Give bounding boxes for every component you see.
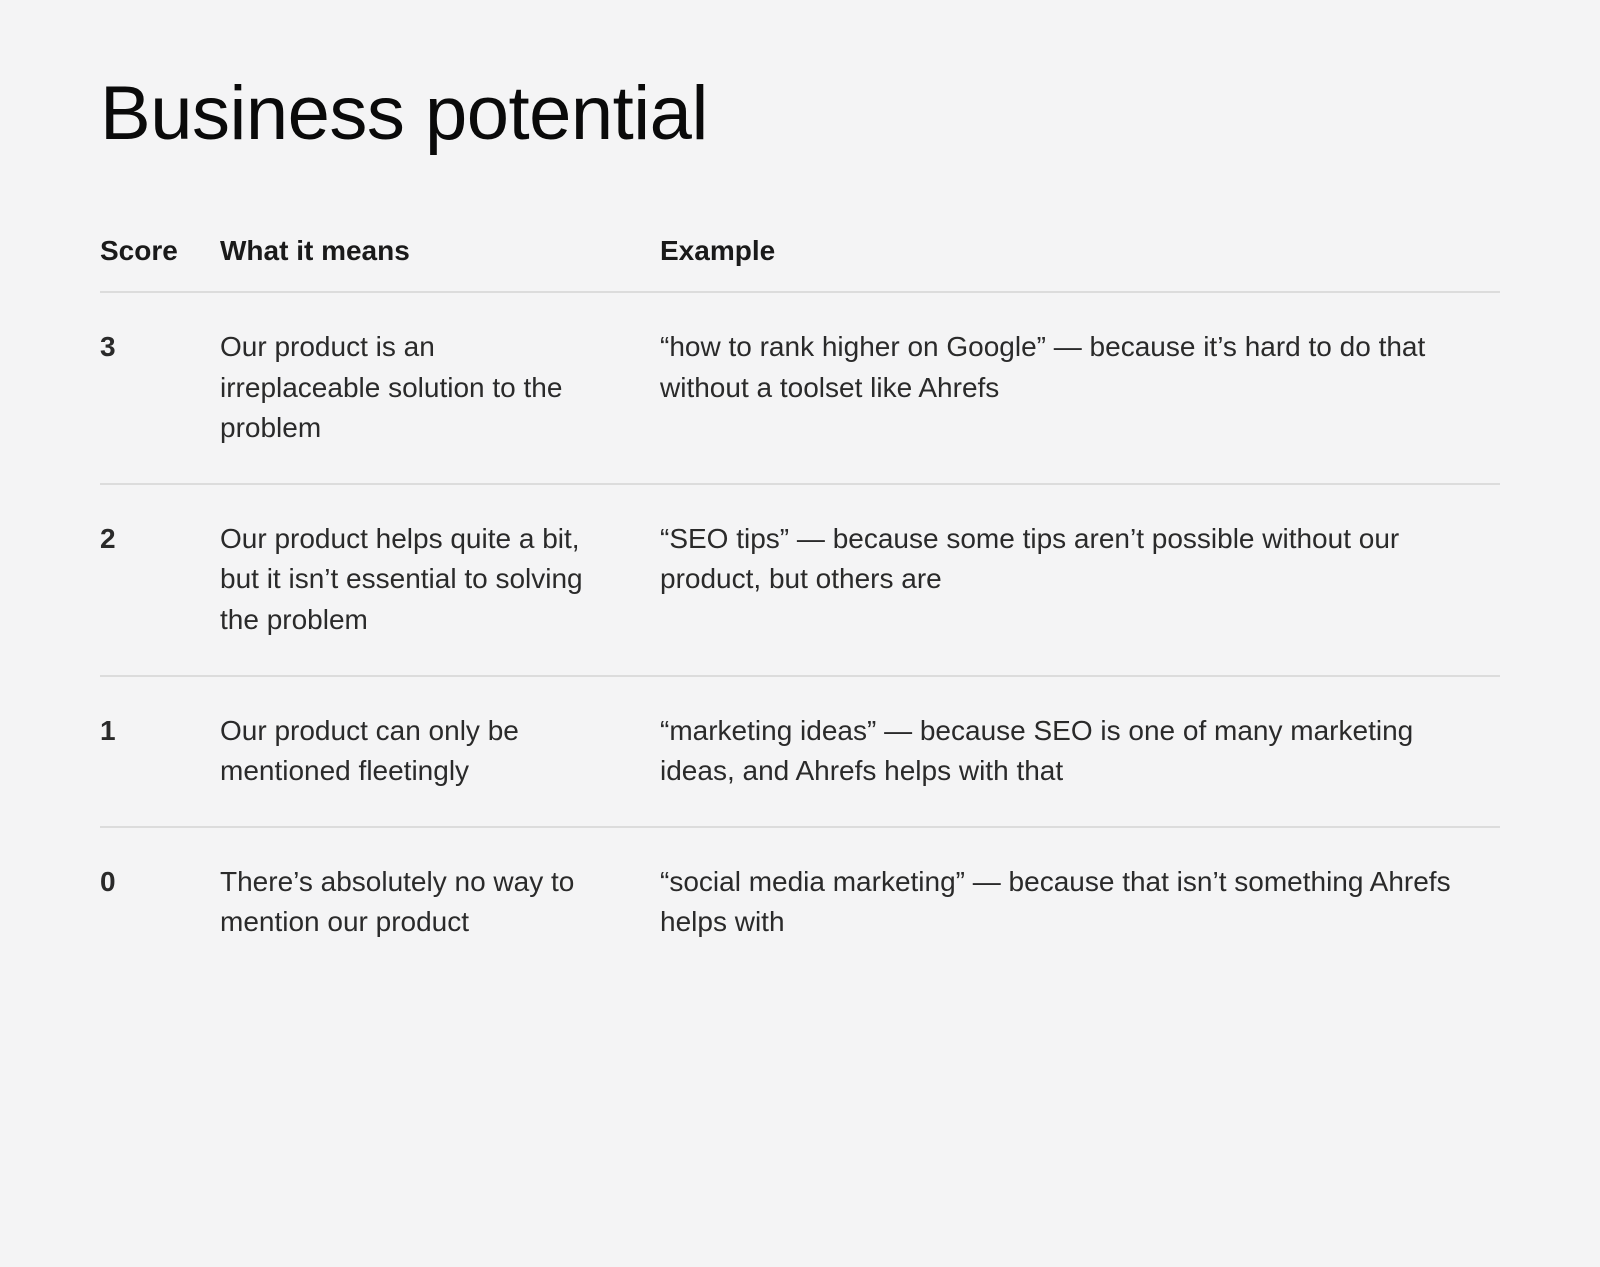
page-container: Business potential Score What it means E… — [0, 0, 1600, 1047]
header-example: Example — [660, 217, 1500, 292]
table-header-row: Score What it means Example — [100, 217, 1500, 292]
cell-score: 0 — [100, 827, 220, 977]
header-meaning: What it means — [220, 217, 660, 292]
cell-example: “marketing ideas” — because SEO is one o… — [660, 676, 1500, 827]
cell-example: “how to rank higher on Google” — because… — [660, 292, 1500, 484]
header-score: Score — [100, 217, 220, 292]
cell-example: “social media marketing” — because that … — [660, 827, 1500, 977]
cell-meaning: Our product is an irreplaceable solution… — [220, 292, 660, 484]
table-row: 0 There’s absolutely no way to mention o… — [100, 827, 1500, 977]
cell-score: 1 — [100, 676, 220, 827]
table-row: 2 Our product helps quite a bit, but it … — [100, 484, 1500, 676]
cell-meaning: There’s absolutely no way to mention our… — [220, 827, 660, 977]
page-title: Business potential — [100, 70, 1500, 157]
table-row: 1 Our product can only be mentioned flee… — [100, 676, 1500, 827]
cell-meaning: Our product can only be mentioned fleeti… — [220, 676, 660, 827]
cell-score: 3 — [100, 292, 220, 484]
cell-meaning: Our product helps quite a bit, but it is… — [220, 484, 660, 676]
cell-score: 2 — [100, 484, 220, 676]
table-row: 3 Our product is an irreplaceable soluti… — [100, 292, 1500, 484]
cell-example: “SEO tips” — because some tips aren’t po… — [660, 484, 1500, 676]
business-potential-table: Score What it means Example 3 Our produc… — [100, 217, 1500, 977]
